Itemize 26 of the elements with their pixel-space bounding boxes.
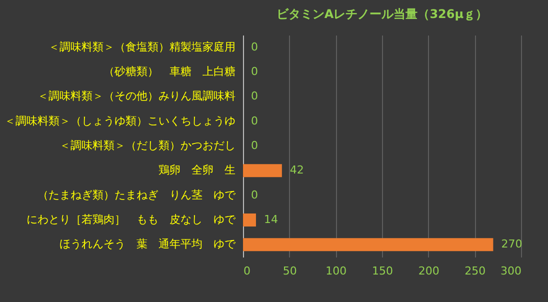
data-label: 0 (251, 90, 258, 103)
data-label: 0 (251, 114, 258, 128)
x-tick-label: 250 (464, 264, 486, 278)
data-label: 0 (251, 188, 258, 202)
x-tick-label: 100 (326, 264, 347, 278)
x-tick-label: 200 (418, 264, 440, 278)
chart-title: ビタミンAレチノール当量（326μｇ） (276, 7, 488, 21)
x-tick-label: 50 (282, 264, 297, 278)
data-label: 0 (251, 139, 258, 152)
data-label: 14 (264, 213, 278, 226)
data-label: 270 (501, 238, 522, 251)
y-tick-label: （たまねぎ類）たまねぎ りん茎 ゆで (38, 188, 236, 202)
y-tick-label: 鶏卵 全卵 生 (158, 164, 236, 177)
y-tick-label: ＜調味料類＞（だし類）かつおだし (60, 139, 236, 152)
y-tick-label: ほうれんそう 葉 通年平均 ゆで (60, 238, 236, 251)
y-tick-label: ＜調味料類＞（しょうゆ類）こいくちしょうゆ (4, 114, 236, 128)
y-tick-label: ＜調味料類＞（食塩類）精製塩家庭用 (48, 40, 236, 54)
y-tick-label: ＜調味料類＞（その他）みりん風調味料 (38, 90, 236, 103)
data-label: 42 (290, 164, 304, 177)
data-label: 0 (251, 65, 258, 78)
y-tick-label: にわとり［若鶏肉］ もも 皮なし ゆで (26, 213, 236, 226)
y-tick-label: （砂糖類） 車糖 上白糖 (104, 65, 236, 78)
x-tick-label: 150 (372, 264, 393, 278)
data-label: 0 (251, 40, 258, 54)
x-tick-label: 0 (244, 264, 250, 278)
x-tick-label: 300 (500, 264, 522, 278)
